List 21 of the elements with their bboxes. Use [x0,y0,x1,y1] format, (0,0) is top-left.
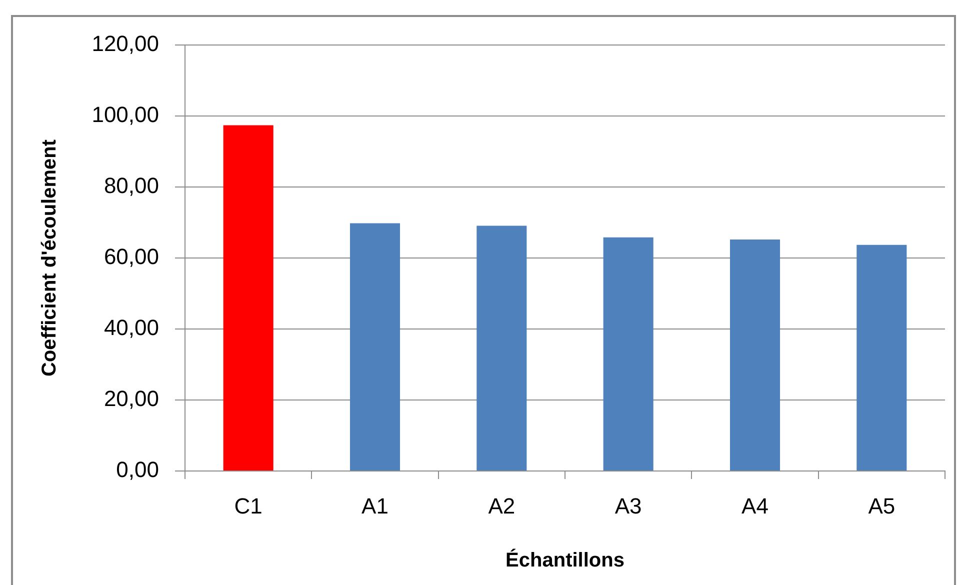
x-axis-title: Échantillons [506,548,624,572]
x-tick-label: A4 [742,493,768,518]
y-tick-label: 100,00 [92,102,159,128]
y-axis-title: Coefficient d'écoulement [38,139,61,377]
y-tick-label: 120,00 [92,31,159,56]
x-tick-label: A5 [868,493,896,518]
y-tick-label: 80,00 [104,173,159,198]
x-tick-label: A2 [488,493,516,518]
bar [223,125,274,470]
x-tick-label: A3 [614,493,642,518]
y-tick-label: 40,00 [104,315,159,340]
bar [730,240,780,470]
x-tick-label: C1 [234,493,262,518]
bar [603,237,654,470]
bar [350,223,400,470]
y-tick-label: 20,00 [104,386,159,412]
bar [476,226,527,470]
y-tick-label: 0,00 [116,457,159,482]
x-tick-label: A1 [362,493,388,518]
bar [856,244,907,470]
y-tick-label: 60,00 [104,244,159,270]
